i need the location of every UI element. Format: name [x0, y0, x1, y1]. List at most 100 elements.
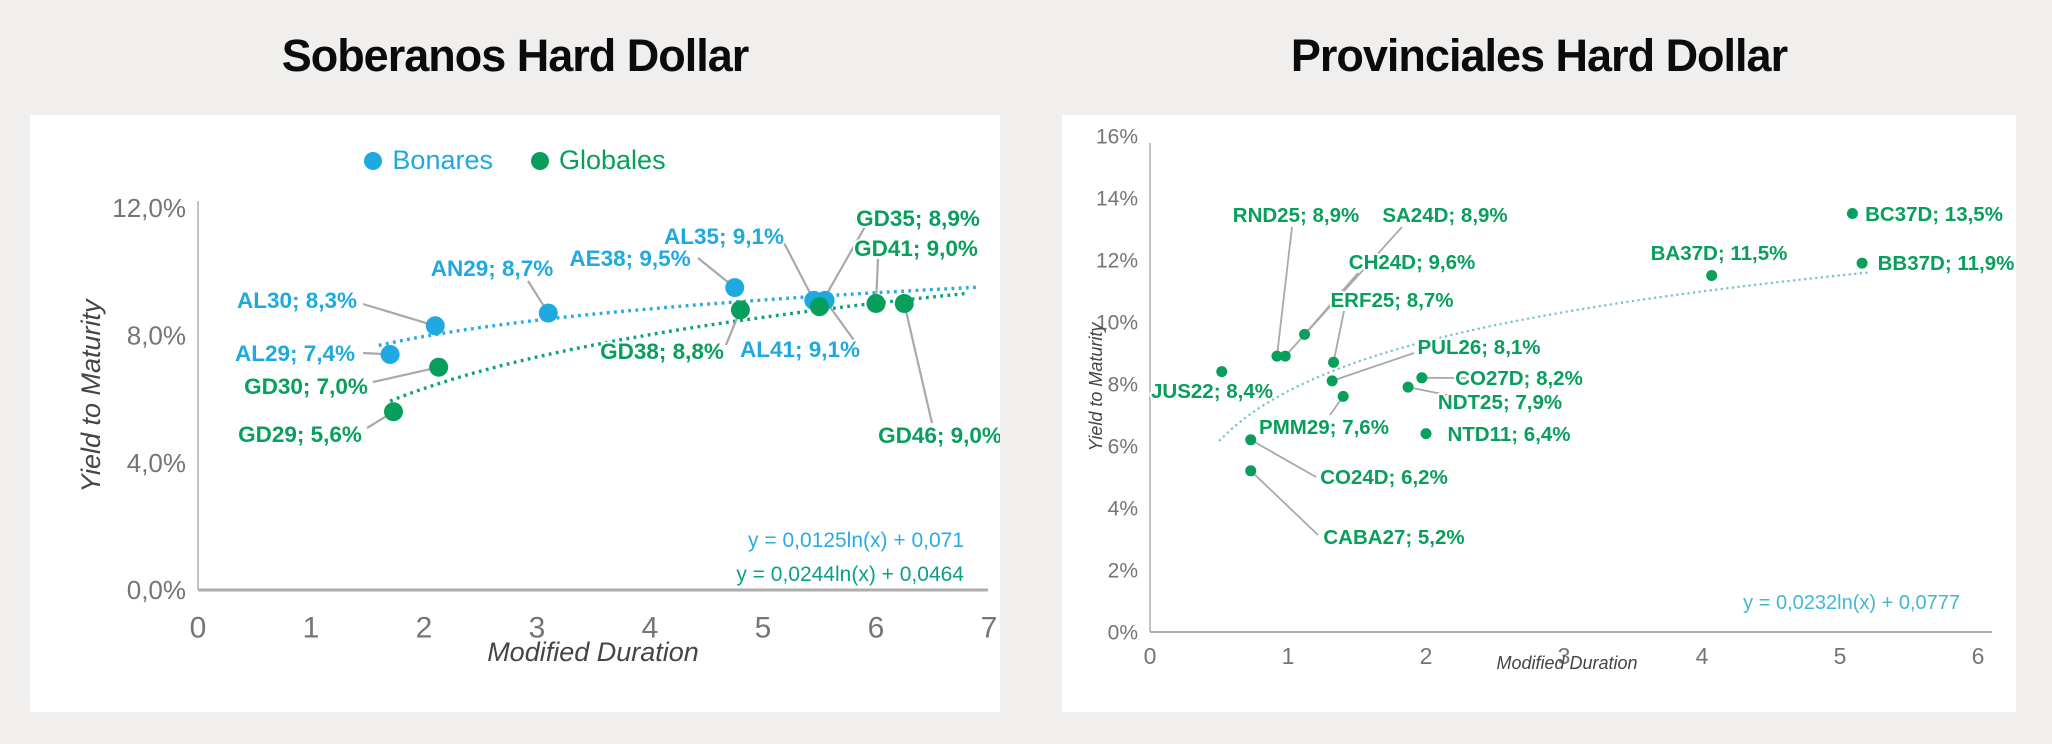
leader-line: [1276, 226, 1293, 357]
data-point-label-gd35: GD35; 8,9%: [856, 206, 980, 231]
data-point-gd29: [383, 402, 403, 422]
data-point-gd35: [810, 297, 829, 317]
trendline-equation: y = 0,0244ln(x) + 0,0464: [736, 563, 964, 586]
leader-line: [1332, 310, 1345, 363]
x-tick-label: 2: [416, 612, 433, 645]
y-tick-label: 12%: [1096, 249, 1138, 272]
data-point-jus22: [1216, 366, 1228, 378]
leader-line: [1250, 439, 1317, 478]
leader-line: [1407, 386, 1453, 397]
x-tick-label: 6: [868, 612, 885, 645]
data-point-ch24d: [1299, 328, 1311, 340]
trendline: [378, 285, 978, 347]
y-tick-label: 14%: [1096, 187, 1138, 210]
data-point-label-caba27: CABA27; 5,2%: [1323, 526, 1464, 549]
data-point-gd30: [429, 357, 449, 377]
x-tick-label: 3: [1558, 643, 1571, 669]
x-axis-title: Modified Duration: [487, 637, 699, 667]
soberanos-scatter-plot: 0,0% 4,0% 8,0% 12,0% 0 1 2 3 4 5 6 7 Modified Durati…: [76, 193, 1000, 667]
data-point-co24d: [1245, 434, 1257, 446]
x-tick-label: 2: [1420, 643, 1433, 669]
x-tick-label: 1: [303, 612, 320, 645]
y-tick-label: 6%: [1108, 435, 1138, 458]
y-axis-title: Yield to Maturity: [76, 298, 106, 493]
data-point-ndt25: [1402, 381, 1414, 393]
data-point-label-co27d: CO27D; 8,2%: [1455, 367, 1583, 390]
globales-marker-icon: [531, 151, 549, 170]
legend-item-globales: Globales: [531, 145, 666, 176]
data-point-bb37d: [1856, 257, 1868, 269]
y-tick-label: 16%: [1096, 125, 1138, 148]
data-point-label-al41: AL41; 9,1%: [740, 337, 860, 362]
x-tick-label: 3: [529, 612, 546, 645]
soberanos-chart-card: Bonares Globales 0,0% 4,0% 8,0% 12,0% 0 1 2 3 4 5…: [30, 115, 1000, 712]
chart-legend: Bonares Globales: [30, 145, 1000, 176]
data-point-label-co24d: CO24D; 6,2%: [1320, 466, 1448, 489]
data-point-ntd11: [1420, 428, 1432, 440]
data-point-pmm29: [1337, 390, 1349, 402]
chart-title-provinciales: Provinciales Hard Dollar: [1290, 30, 1788, 81]
data-point-ae38: [725, 278, 745, 298]
y-tick-label: 0%: [1108, 621, 1138, 644]
data-point-al29: [380, 344, 400, 364]
data-point-label-gd41: GD41; 9,0%: [854, 236, 978, 261]
data-point-caba27: [1245, 465, 1257, 477]
leader-line: [1250, 470, 1319, 536]
data-point-label-ntd11: NTD11; 6,4%: [1447, 423, 1570, 446]
data-point-co27d: [1416, 372, 1428, 384]
y-tick-label: 4,0%: [127, 448, 186, 478]
x-tick-label: 0: [190, 612, 207, 645]
data-point-gd38: [730, 300, 750, 320]
data-point-gd46: [894, 294, 914, 314]
y-tick-label: 2%: [1108, 559, 1138, 582]
y-tick-label: 12,0%: [112, 193, 186, 223]
x-tick-label: 7: [981, 612, 998, 645]
data-point-label-al35: AL35; 9,1%: [664, 224, 784, 249]
leader-line: [1303, 272, 1359, 335]
data-point-label-sa24d: SA24D; 8,9%: [1382, 204, 1507, 227]
data-point-label-pmm29: PMM29; 7,6%: [1259, 416, 1389, 439]
data-point-label-al29: AL29; 7,4%: [235, 341, 355, 366]
y-tick-label: 0,0%: [127, 575, 186, 605]
data-point-erf25: [1328, 356, 1340, 368]
data-point-label-bc37d: BC37D; 13,5%: [1865, 203, 2003, 226]
x-tick-label: 0: [1144, 643, 1157, 669]
bonares-marker-icon: [364, 151, 383, 170]
data-point-ba37d: [1706, 270, 1718, 281]
trendline-equation: y = 0,0125ln(x) + 0,071: [748, 529, 964, 552]
data-point-label-jus22: JUS22; 8,4%: [1151, 380, 1273, 403]
data-point-label-bb37d: BB37D; 11,9%: [1878, 252, 2015, 275]
y-tick-label: 10%: [1096, 311, 1138, 334]
data-point-label-gd30: GD30; 7,0%: [244, 374, 368, 399]
data-point-label-al30: AL30; 8,3%: [237, 288, 357, 313]
y-tick-label: 8%: [1108, 373, 1138, 396]
y-axis-title: Yield to Maturity: [1086, 322, 1106, 452]
data-point-al30: [425, 316, 445, 336]
provinciales-chart-card: 0% 2% 4% 6% 8% 10% 12% 14% 16% 0 1 2 3 4 5 6 Modified Du…: [1062, 115, 2016, 712]
data-point-sa24d: [1279, 350, 1291, 362]
leader-line: [372, 366, 439, 384]
legend-item-bonares: Bonares: [364, 145, 493, 176]
data-point-label-ba37d: BA37D; 11,5%: [1651, 242, 1788, 265]
legend-label-globales: Globales: [559, 145, 666, 175]
x-tick-label: 1: [1282, 643, 1295, 669]
data-point-label-gd38: GD38; 8,8%: [600, 339, 724, 364]
leader-line: [781, 238, 815, 301]
data-point-gd41: [866, 294, 886, 314]
legend-label-bonares: Bonares: [392, 145, 493, 175]
y-tick-label: 4%: [1108, 497, 1138, 520]
y-tick-label: 8,0%: [127, 320, 186, 350]
x-tick-label: 5: [1834, 643, 1847, 669]
chart-title-soberanos: Soberanos Hard Dollar: [281, 30, 750, 81]
data-point-label-erf25: ERF25; 8,7%: [1330, 289, 1453, 312]
x-tick-label: 6: [1972, 643, 1985, 669]
data-point-label-gd29: GD29; 5,6%: [238, 422, 362, 447]
x-axis-title: Modified Duration: [1496, 653, 1637, 673]
x-tick-label: 5: [755, 612, 772, 645]
data-point-label-ndt25: NDT25; 7,9%: [1438, 391, 1562, 414]
data-point-label-an29: AN29; 8,7%: [431, 256, 554, 281]
data-point-label-pul26: PUL26; 8,1%: [1417, 336, 1540, 359]
data-point-label-ae38: AE38; 9,5%: [569, 246, 690, 271]
x-tick-label: 4: [1696, 643, 1709, 669]
data-point-label-rnd25: RND25; 8,9%: [1233, 204, 1359, 227]
